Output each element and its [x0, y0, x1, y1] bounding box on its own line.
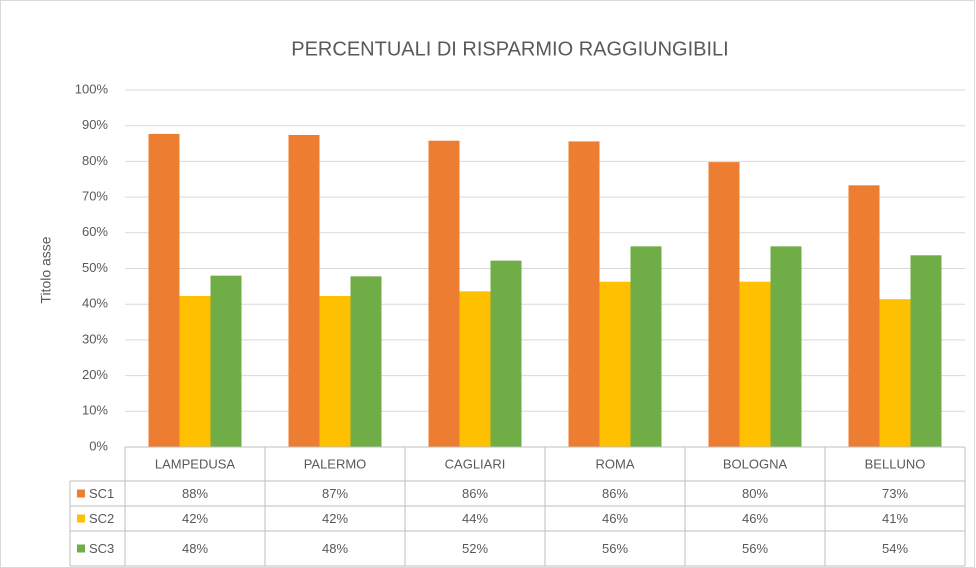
table-cell: 56%: [602, 541, 628, 556]
bar: [350, 276, 382, 447]
x-tick-label: PALERMO: [304, 456, 367, 471]
legend-label: SC3: [89, 541, 114, 556]
table-cell: 42%: [182, 511, 208, 526]
bar: [910, 255, 942, 447]
y-tick-label: 30%: [82, 331, 108, 346]
table-cell: 88%: [182, 486, 208, 501]
bar: [568, 141, 600, 447]
table-cell: 73%: [882, 486, 908, 501]
bar: [630, 246, 662, 447]
y-tick-label: 100%: [75, 81, 109, 96]
bar: [708, 162, 740, 447]
bar: [848, 185, 880, 447]
x-tick-label: ROMA: [596, 456, 635, 471]
x-tick-label: BELLUNO: [865, 456, 926, 471]
table-cell: 86%: [462, 486, 488, 501]
bar: [879, 299, 911, 447]
table-cell: 80%: [742, 486, 768, 501]
bar: [288, 134, 320, 447]
bar: [770, 246, 802, 447]
x-tick-label: CAGLIARI: [445, 456, 506, 471]
bar: [210, 275, 242, 447]
y-tick-label: 60%: [82, 224, 108, 239]
y-tick-label: 40%: [82, 296, 108, 311]
table-cell: 48%: [322, 541, 348, 556]
legend-key: [77, 514, 85, 523]
bar: [599, 281, 631, 447]
table-cell: 48%: [182, 541, 208, 556]
bar: [179, 295, 211, 447]
x-tick-label: BOLOGNA: [723, 456, 788, 471]
table-cell: 46%: [742, 511, 768, 526]
legend-label: SC1: [89, 486, 114, 501]
table-cell: 56%: [742, 541, 768, 556]
table-cell: 86%: [602, 486, 628, 501]
table-cell: 46%: [602, 511, 628, 526]
bar: [319, 295, 351, 447]
table-cell: 41%: [882, 511, 908, 526]
legend-label: SC2: [89, 511, 114, 526]
y-tick-label: 20%: [82, 367, 108, 382]
legend-key: [77, 544, 85, 553]
y-tick-label: 50%: [82, 260, 108, 275]
table-cell: 52%: [462, 541, 488, 556]
bar: [148, 133, 180, 447]
chart-title: PERCENTUALI DI RISPARMIO RAGGIUNGIBILI: [291, 38, 728, 60]
table-cell: 42%: [322, 511, 348, 526]
bar: [739, 281, 771, 447]
y-tick-label: 80%: [82, 153, 108, 168]
table-cell: 87%: [322, 486, 348, 501]
y-tick-label: 90%: [82, 117, 108, 132]
y-tick-label: 0%: [89, 438, 108, 453]
y-tick-label: 70%: [82, 189, 108, 204]
bar: [490, 260, 522, 447]
x-tick-label: LAMPEDUSA: [155, 456, 236, 471]
bar: [459, 291, 491, 447]
table-cell: 44%: [462, 511, 488, 526]
y-axis-title: Titolo asse: [38, 236, 54, 303]
legend-key: [77, 489, 85, 498]
y-tick-label: 10%: [82, 403, 108, 418]
table-cell: 54%: [882, 541, 908, 556]
bar: [428, 140, 460, 447]
